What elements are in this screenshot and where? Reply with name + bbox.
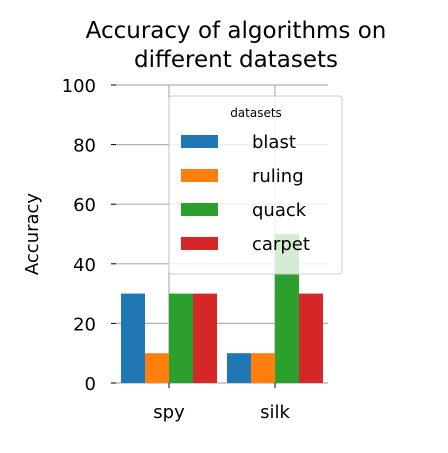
y-tick-label: 100 <box>62 76 96 97</box>
chart-title-line-2: different datasets <box>134 47 338 73</box>
legend-swatch-carpet <box>181 237 218 250</box>
legend-label-blast: blast <box>252 132 296 153</box>
legend-swatch-quack <box>181 203 218 216</box>
y-tick-label: 0 <box>85 374 96 395</box>
y-tick-label: 60 <box>73 195 96 216</box>
legend-title: datasets <box>230 106 282 120</box>
legend-label-carpet: carpet <box>252 234 310 255</box>
y-axis-label: Accuracy <box>22 193 43 276</box>
bar-silk-ruling <box>251 353 275 383</box>
legend-swatch-ruling <box>181 169 218 182</box>
bar-spy-blast <box>121 293 145 383</box>
legend-swatch-blast <box>181 135 218 148</box>
legend: datasets blast ruling quack carpet <box>168 95 343 275</box>
legend-label-quack: quack <box>252 200 307 221</box>
x-tick-label: spy <box>153 402 185 423</box>
y-tick-label: 20 <box>73 314 96 335</box>
x-tick-label: silk <box>260 402 290 423</box>
y-tick-label: 40 <box>73 255 96 276</box>
bar-silk-blast <box>227 353 251 383</box>
bar-spy-carpet <box>193 293 217 383</box>
legend-label-ruling: ruling <box>252 166 304 187</box>
bar-silk-carpet <box>299 293 323 383</box>
axes: 0 20 40 60 80 100 spy silk <box>62 76 291 423</box>
y-tick-label: 80 <box>73 136 96 157</box>
chart-title-line-1: Accuracy of algorithms on <box>86 18 387 44</box>
bar-spy-ruling <box>145 353 169 383</box>
bar-spy-quack <box>169 293 193 383</box>
